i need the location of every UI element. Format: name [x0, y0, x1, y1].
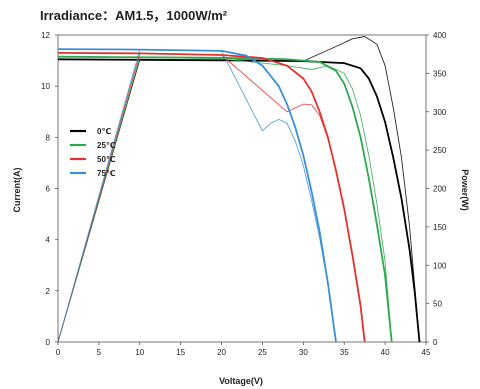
x-axis-title: Voltage(V) — [219, 376, 263, 386]
y2-tick-label: 400 — [433, 31, 447, 40]
x-tick-label: 5 — [97, 348, 102, 357]
y2-tick-label: 50 — [433, 300, 442, 309]
legend-label: 50℃ — [97, 155, 116, 164]
x-tick-label: 15 — [176, 348, 185, 357]
y-tick-label: 0 — [46, 338, 51, 347]
y2-tick-label: 250 — [433, 146, 447, 155]
y2-tick-label: 0 — [433, 338, 438, 347]
y-tick-label: 6 — [46, 185, 51, 194]
legend: 0℃ 25℃ 50℃ 75℃ — [70, 127, 116, 178]
current-curve — [57, 55, 393, 343]
x-tick-label: 45 — [422, 348, 431, 357]
chart-title: Irradiance：AM1.5，1000W/m² — [40, 8, 228, 23]
y-tick-label: 10 — [41, 82, 50, 91]
x-tick-label: 30 — [299, 348, 308, 357]
y-tick-label: 4 — [46, 236, 51, 245]
y2-axis-title: Power(W) — [460, 169, 470, 211]
y2-tick-label: 150 — [433, 223, 447, 232]
current-curve — [57, 48, 337, 343]
x-tick-label: 40 — [381, 348, 390, 357]
y-tick-label: 2 — [46, 287, 51, 296]
current-curve — [57, 52, 366, 343]
power-curve — [57, 56, 393, 343]
y2-tick-label: 200 — [433, 185, 447, 194]
x-tick-label: 10 — [135, 348, 144, 357]
y-tick-label: 12 — [41, 31, 50, 40]
legend-label: 75℃ — [97, 169, 116, 178]
x-tick-label: 0 — [56, 348, 61, 357]
y2-tick-label: 350 — [433, 69, 447, 78]
legend-label: 0℃ — [97, 127, 111, 136]
x-tick-label: 35 — [340, 348, 349, 357]
y2-tick-label: 300 — [433, 108, 447, 117]
current-curve — [57, 58, 421, 343]
x-tick-label: 20 — [217, 348, 226, 357]
power-curve — [57, 36, 420, 343]
x-tick-label: 25 — [258, 348, 267, 357]
y-axis-title: Current(A) — [12, 168, 22, 213]
ticks-layer: 0 5 10 15 20 25 30 35 40 450246810120501001502002… — [41, 31, 447, 357]
series-layer — [57, 36, 421, 343]
legend-label: 25℃ — [97, 141, 116, 150]
power-curve — [57, 52, 366, 343]
y2-tick-label: 100 — [433, 261, 447, 270]
y-tick-label: 8 — [46, 133, 51, 142]
